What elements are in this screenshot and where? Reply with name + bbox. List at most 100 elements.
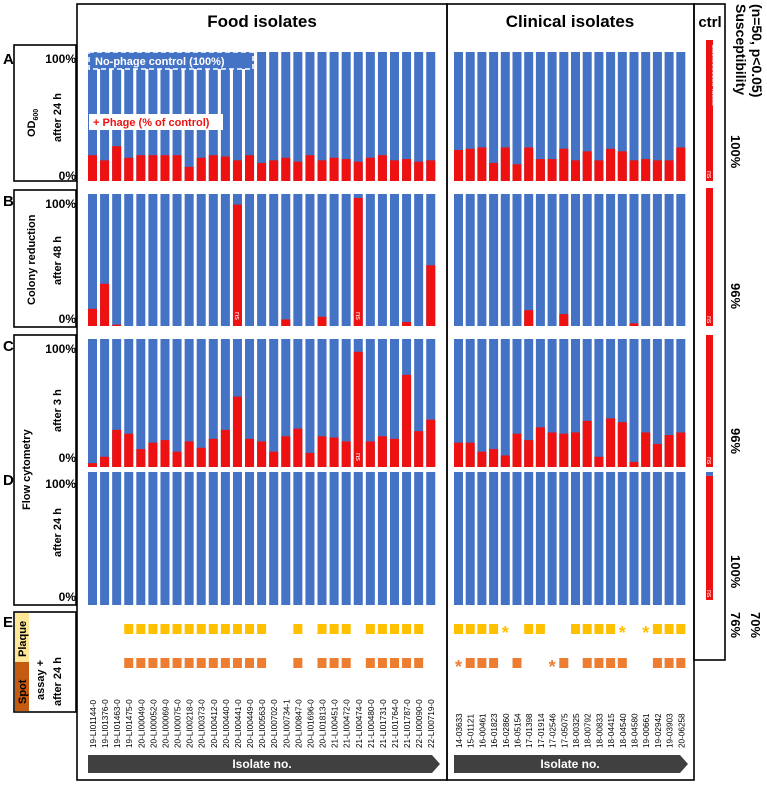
- phage-bar-c-clinical-17: [652, 443, 662, 467]
- control-bar-c-clinical-16: [641, 339, 651, 467]
- phage-bar-c-food-0: [88, 463, 97, 467]
- isolate-label-clinical-18: 19-03903: [666, 713, 675, 748]
- control-bar-b-food-18: [305, 194, 315, 326]
- control-bar-c-clinical-9: [559, 339, 569, 467]
- phage-bar-a-food-5: [148, 155, 158, 181]
- control-bar-c-clinical-11: [582, 339, 592, 467]
- spot-mark-clinical-18: [664, 658, 674, 668]
- clinical-arrow: [454, 755, 688, 773]
- control-bar-d-food-25: [390, 472, 399, 605]
- susc-e-plaque: 76%: [728, 612, 743, 638]
- spot-mark-food-5: [148, 658, 158, 668]
- ctrl-header: ctrl: [698, 14, 721, 31]
- phage-bar-c-clinical-6: [524, 440, 534, 467]
- control-bar-a-clinical-5: [512, 52, 522, 181]
- spot-mark-food-24: [377, 658, 387, 668]
- phage-bar-a-food-23: [365, 157, 375, 181]
- spot-star-clinical-8: *: [549, 657, 556, 677]
- plaque-mark-food-13: [245, 624, 255, 634]
- plaque-mark-clinical-17: [652, 624, 662, 634]
- phage-bar-b-clinical-6: [524, 310, 534, 326]
- phage-bar-c-clinical-13: [606, 418, 616, 467]
- isolate-label-food-13: 20-LI00449-0: [246, 699, 255, 748]
- phage-bar-c-clinical-4: [500, 455, 510, 467]
- phage-bar-c-food-12: [232, 396, 242, 467]
- control-bar-b-food-8: [184, 194, 194, 326]
- control-bar-a-food-19: [317, 52, 327, 181]
- susceptibility-n: (n=50, p<0.05): [749, 4, 765, 97]
- plaque-label: Plaque: [17, 621, 29, 657]
- plaque-mark-clinical-0: [454, 624, 463, 634]
- control-bar-d-clinical-2: [477, 472, 487, 605]
- control-bar-c-food-9: [196, 339, 206, 467]
- control-bar-b-food-23: [365, 194, 375, 326]
- phage-bar-a-food-21: [341, 159, 351, 181]
- isolate-label-clinical-12: 18-00833: [595, 713, 604, 748]
- spot-mark-food-25: [390, 658, 399, 668]
- isolate-label-clinical-16: 19-00661: [642, 713, 651, 748]
- phage-bar-c-clinical-8: [547, 432, 557, 467]
- control-bar-a-food-25: [390, 52, 399, 181]
- control-bar-a-food-17: [293, 52, 303, 181]
- isolate-label-food-28: 22-LI00719-0: [427, 699, 436, 748]
- spot-mark-food-14: [257, 658, 267, 668]
- isolate-label-food-2: 19-LI01463-0: [113, 699, 122, 748]
- phage-bar-c-food-22: [353, 351, 363, 467]
- isolate-label-clinical-1: 15-01121: [467, 714, 476, 748]
- control-bar-a-clinical-16: [641, 52, 651, 181]
- phage-bar-a-clinical-16: [641, 159, 651, 181]
- row-d-sublabel: after 24 h: [52, 508, 64, 557]
- control-bar-d-food-11: [220, 472, 230, 605]
- control-bar-a-food-11: [220, 52, 230, 181]
- plaque-mark-food-20: [329, 624, 339, 634]
- control-bar-c-food-10: [208, 339, 218, 467]
- control-bar-d-food-18: [305, 472, 315, 605]
- phage-bar-a-food-20: [329, 157, 339, 181]
- plaque-mark-food-25: [390, 624, 399, 634]
- phage-bar-a-clinical-1: [465, 148, 475, 181]
- control-bar-d-clinical-16: [641, 472, 651, 605]
- phage-bar-c-clinical-15: [629, 461, 639, 467]
- tick-c-bottom: 0%: [59, 451, 77, 465]
- phage-bar-c-food-15: [269, 451, 279, 467]
- phage-bar-a-food-27: [414, 161, 424, 181]
- control-bar-d-food-5: [148, 472, 158, 605]
- phage-bar-c-food-10: [208, 438, 218, 467]
- phage-bar-c-clinical-3: [489, 449, 499, 467]
- bars-layer: ns ns ns ns ns ns ns: [88, 40, 713, 605]
- phage-bar-a-clinical-3: [489, 162, 499, 181]
- phage-bar-a-clinical-17: [652, 160, 662, 181]
- spot-label: Spot: [17, 679, 29, 704]
- control-bar-c-food-5: [148, 339, 158, 467]
- control-bar-b-clinical-11: [582, 194, 592, 326]
- ns-label-c-22: ns: [354, 453, 363, 461]
- control-bar-b-food-11: [220, 194, 230, 326]
- control-bar-c-food-28: [426, 339, 436, 467]
- row-a-label: OD600: [26, 109, 40, 137]
- control-bar-b-food-24: [377, 194, 387, 326]
- control-bar-c-clinical-4: [500, 339, 510, 467]
- isolate-labels: 19-LI01144-0 19-LI01376-0 19-LI01463-0 19-L…: [89, 699, 686, 748]
- isolate-label-food-11: 20-LI00440-0: [222, 699, 231, 748]
- control-bar-c-food-17: [293, 339, 303, 467]
- control-bar-d-clinical-10: [571, 472, 580, 605]
- control-bar-a-clinical-0: [454, 52, 463, 181]
- tick-a-top: 100%: [45, 52, 76, 66]
- spot-mark-food-12: [232, 658, 242, 668]
- isolate-label-food-10: 20-LI00412-0: [210, 699, 219, 748]
- control-bar-d-clinical-14: [617, 472, 627, 605]
- plaque-mark-clinical-19: [676, 624, 686, 634]
- control-bar-a-clinical-14: [617, 52, 627, 181]
- phage-bar-b-clinical-15: [629, 323, 639, 326]
- spot-mark-food-27: [414, 658, 424, 668]
- phage-bar-c-food-21: [341, 441, 351, 467]
- phage-bar-c-food-11: [220, 429, 230, 467]
- control-bar-b-clinical-3: [489, 194, 499, 326]
- control-bar-b-clinical-5: [512, 194, 522, 326]
- control-bar-a-clinical-10: [571, 52, 580, 181]
- control-bar-c-food-19: [317, 339, 327, 467]
- spot-mark-food-6: [160, 658, 170, 668]
- control-bar-b-food-9: [196, 194, 206, 326]
- spot-mark-clinical-2: [477, 658, 487, 668]
- spot-mark-clinical-1: [465, 658, 475, 668]
